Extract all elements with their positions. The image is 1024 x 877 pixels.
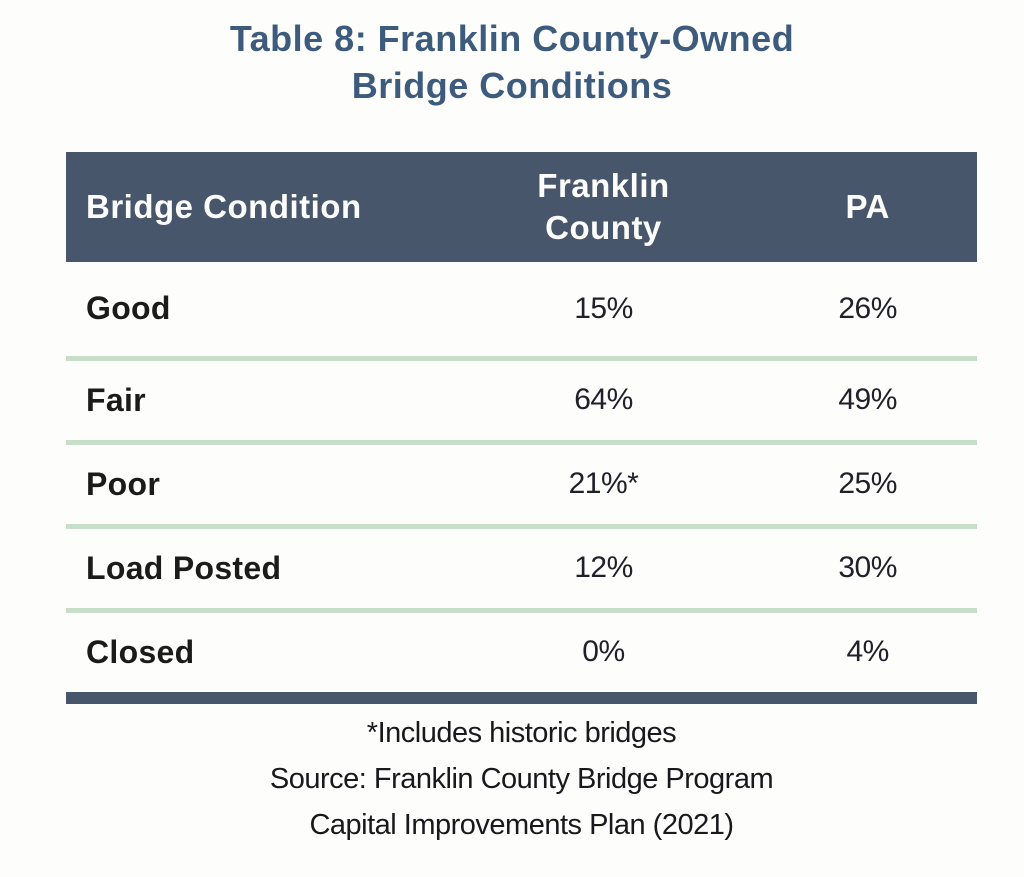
- column-header-pa: PA: [845, 187, 890, 225]
- table-row: Good 15% 26%: [66, 262, 977, 356]
- table-header-row: Bridge Condition Franklin County PA: [66, 151, 977, 262]
- row-label: Closed: [86, 633, 195, 670]
- franklin-county-value: 0%: [582, 635, 625, 669]
- row-label: Poor: [86, 465, 161, 502]
- column-header-franklin-county-label: Franklin County: [537, 167, 670, 246]
- column-header-bridge-condition: Bridge Condition: [86, 187, 362, 225]
- table-row: Poor 21%* 25%: [66, 439, 977, 524]
- column-header-franklin-county: Franklin County: [449, 165, 759, 248]
- table-row: Fair 64% 49%: [66, 355, 977, 440]
- table-row: Load Posted 12% 30%: [66, 523, 977, 608]
- footnote-line: Source: Franklin County Bridge Program: [269, 762, 774, 795]
- footnote-line: *Includes historic bridges: [366, 716, 677, 749]
- pa-value: 4%: [846, 635, 889, 669]
- pa-value: 25%: [838, 467, 897, 501]
- pa-value: 30%: [838, 551, 897, 585]
- pa-value: 49%: [838, 383, 897, 417]
- table-body: Good 15% 26% Fair 64% 49% Poor 21%* 25% …: [66, 262, 977, 692]
- pa-value: 26%: [838, 291, 897, 325]
- row-label: Good: [86, 290, 171, 327]
- franklin-county-value: 64%: [574, 383, 633, 417]
- table-row: Closed 0% 4%: [66, 607, 977, 692]
- table-bottom-border: [66, 691, 977, 704]
- footnote-line: Capital Improvements Plan (2021): [309, 808, 734, 841]
- row-label: Fair: [86, 381, 146, 418]
- row-label: Load Posted: [86, 549, 282, 586]
- franklin-county-value: 12%: [574, 551, 633, 585]
- footnotes: *Includes historic bridges Source: Frank…: [66, 710, 977, 848]
- bridge-conditions-table: Bridge Condition Franklin County PA Good…: [66, 151, 977, 704]
- table-title: Table 8: Franklin County-Owned Bridge Co…: [229, 18, 795, 106]
- franklin-county-value: 15%: [574, 291, 633, 325]
- franklin-county-value: 21%*: [568, 467, 639, 501]
